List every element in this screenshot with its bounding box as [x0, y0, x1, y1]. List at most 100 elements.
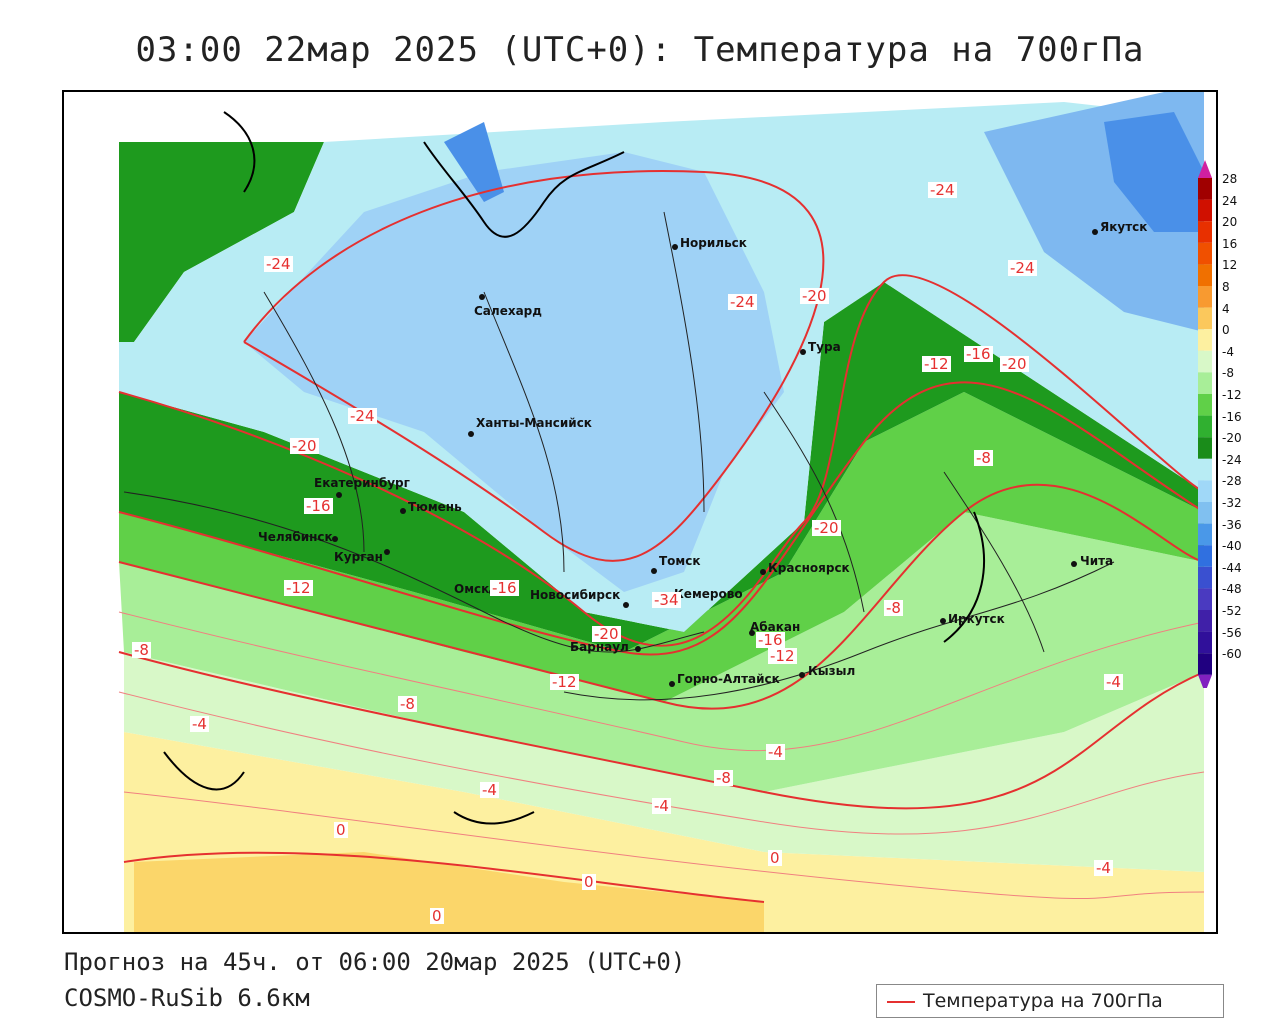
- contour-label: 0: [334, 821, 348, 839]
- colorbar-arrow-up: [1198, 160, 1212, 178]
- contour-label: -20: [1000, 355, 1029, 373]
- city-dot: [336, 492, 342, 498]
- colorbar-label: 0: [1222, 323, 1230, 338]
- contour-label: -34: [652, 591, 681, 609]
- colorbar-label: 28: [1222, 172, 1238, 186]
- contour-label: -8: [714, 769, 733, 787]
- contour-label: -24: [264, 255, 293, 273]
- zone-minus4: [124, 652, 1204, 872]
- contour-label: -8: [132, 641, 151, 659]
- city-kyzyl: Кызыл: [808, 664, 856, 678]
- colorbar-swatch: [1198, 264, 1212, 286]
- contour-label: 0: [430, 907, 444, 925]
- contour-label: -12: [284, 579, 313, 597]
- colorbar-swatch: [1198, 588, 1212, 610]
- contour-label: -4: [652, 797, 671, 815]
- contour-label: -4: [190, 715, 209, 733]
- colorbar-swatch: [1198, 502, 1212, 524]
- city-dot: [669, 681, 675, 687]
- city-dot: [1071, 561, 1077, 567]
- colorbar-swatch: [1198, 242, 1212, 265]
- city-dot: [749, 630, 755, 636]
- city-tura: Тура: [808, 340, 841, 354]
- colorbar-label: -16: [1222, 409, 1242, 424]
- contour-label: -4: [480, 781, 499, 799]
- colorbar-label: 8: [1222, 280, 1230, 294]
- contour-label: -4: [1094, 859, 1113, 877]
- city-khanty-mansiysk: Ханты-Мансийск: [476, 416, 592, 430]
- colorbar-label: 4: [1222, 301, 1230, 316]
- colorbar-label: -20: [1222, 431, 1242, 446]
- colorbar-swatch: [1198, 458, 1212, 481]
- colorbar-label: -12: [1222, 388, 1242, 402]
- colorbar-swatch: [1198, 199, 1212, 222]
- colorbar-label: -48: [1222, 582, 1242, 597]
- colorbar-label: -24: [1222, 452, 1242, 467]
- city-dot: [760, 569, 766, 575]
- colorbar-swatch: [1198, 610, 1212, 632]
- colorbar-arrow-down: [1198, 674, 1212, 688]
- city-salekhard: Салехард: [474, 304, 542, 318]
- model-name: COSMO-RuSib 6.6км: [64, 984, 310, 1012]
- colorbar-label: -28: [1222, 474, 1242, 489]
- zone-minus8: [119, 512, 1204, 792]
- contour-label: 0: [582, 873, 596, 891]
- zone-minus32-n: [444, 122, 504, 202]
- city-krasnoyarsk: Красноярск: [768, 561, 850, 575]
- colorbar-swatch: [1198, 307, 1212, 330]
- contour-lines: [118, 170, 1205, 903]
- colorbar: 28 24 20 16 12 8 4 0 -4 -8 -12 -16 -20 -24 -28 -32 -36 -4…: [1196, 158, 1276, 688]
- colorbar-label: 16: [1222, 236, 1238, 251]
- contour-label: -20: [592, 625, 621, 643]
- legend: Температура на 700гПа: [876, 984, 1224, 1018]
- contour-label: -8: [884, 599, 903, 617]
- temperature-map[interactable]: Норильск Салехард Тура Якутск Ханты-Манс…: [62, 90, 1218, 934]
- colorbar-swatch: [1198, 178, 1212, 200]
- contour-label: 0: [768, 849, 782, 867]
- colorbar-swatch: [1198, 480, 1212, 502]
- contour-label: -16: [490, 579, 519, 597]
- zone-minus32-ne: [1104, 112, 1204, 232]
- colorbar-label: 24: [1222, 193, 1238, 208]
- city-dot: [623, 602, 629, 608]
- city-kurgan: Курган: [334, 550, 383, 564]
- colorbar-label: 20: [1222, 215, 1238, 230]
- admin-borders: [123, 211, 1115, 701]
- city-dot: [479, 294, 485, 300]
- colorbar-swatch: [1198, 394, 1212, 416]
- city-norilsk: Норильск: [680, 236, 747, 250]
- contour-label: -24: [348, 407, 377, 425]
- colorbar-label: -4: [1222, 344, 1234, 359]
- contour-label: -12: [768, 647, 797, 665]
- contour-label: -12: [922, 355, 951, 373]
- colorbar-swatches: [1198, 160, 1212, 688]
- city-gorno-altaysk: Горно-Алтайск: [677, 672, 780, 686]
- colorbar-swatch: [1198, 631, 1212, 654]
- contour-thin: [118, 611, 1205, 900]
- colorbar-label: -36: [1222, 517, 1242, 532]
- contour-label: -20: [800, 287, 829, 305]
- legend-line-swatch: [887, 1001, 915, 1003]
- colorbar-label: 12: [1222, 258, 1238, 273]
- city-dot: [651, 568, 657, 574]
- city-omsk: Омск: [454, 582, 490, 596]
- contour-label: -20: [812, 519, 841, 537]
- city-dot: [635, 646, 641, 652]
- zone-minus12: [119, 392, 1204, 702]
- city-dot: [332, 536, 338, 542]
- colorbar-swatch: [1198, 350, 1212, 373]
- city-dot: [800, 349, 806, 355]
- colorbar-label: -40: [1222, 539, 1242, 554]
- contour-label: -16: [964, 345, 993, 363]
- city-dot: [672, 244, 678, 250]
- city-dot: [400, 508, 406, 514]
- zone-minus28: [244, 152, 784, 592]
- colorbar-swatch: [1198, 286, 1212, 308]
- city-irkutsk: Иркутск: [948, 612, 1005, 626]
- colorbar-label: -8: [1222, 366, 1234, 381]
- city-tyumen: Тюмень: [408, 500, 462, 514]
- city-chita: Чита: [1080, 554, 1114, 568]
- city-kemerovo: Кемерово: [674, 587, 743, 601]
- contour-label: -24: [728, 293, 757, 311]
- map-title: 03:00 22мар 2025 (UTC+0): Температура на…: [135, 30, 1145, 70]
